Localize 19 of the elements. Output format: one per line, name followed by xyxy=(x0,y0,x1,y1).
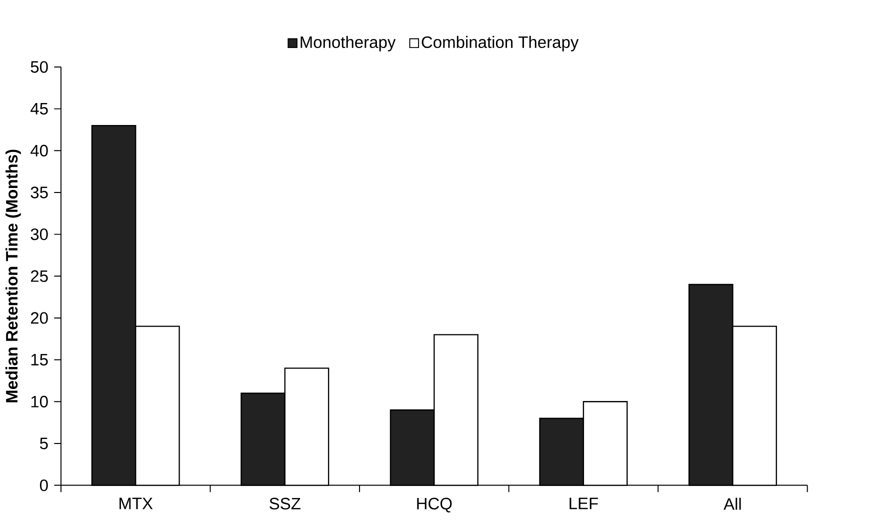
x-tick-label: All xyxy=(724,498,741,510)
y-tick-label: 30 xyxy=(30,228,48,240)
y-tick-label: 20 xyxy=(30,312,48,324)
x-tick-label: LEF xyxy=(570,498,598,510)
x-tick-label: MTX xyxy=(120,498,153,510)
y-tick-label: 0 xyxy=(40,479,48,492)
y-tick-label: 25 xyxy=(30,270,48,282)
y-tick-label: 45 xyxy=(30,102,48,114)
x-tick-label: HCQ xyxy=(417,498,452,512)
y-axis-title: Median Retention Time (Months) xyxy=(6,150,21,402)
y-tick-label: 50 xyxy=(30,61,48,73)
y-tick-label: 15 xyxy=(31,354,48,366)
y-tick-label: 10 xyxy=(31,396,48,408)
x-tick-label: SSZ xyxy=(270,498,300,510)
legend-label: Combination Therapy xyxy=(422,36,579,52)
y-tick-label: 35 xyxy=(30,186,48,198)
y-tick-label: 5 xyxy=(40,438,48,450)
y-tick-label: 40 xyxy=(30,144,48,156)
legend-label: Monotherapy xyxy=(300,36,396,52)
